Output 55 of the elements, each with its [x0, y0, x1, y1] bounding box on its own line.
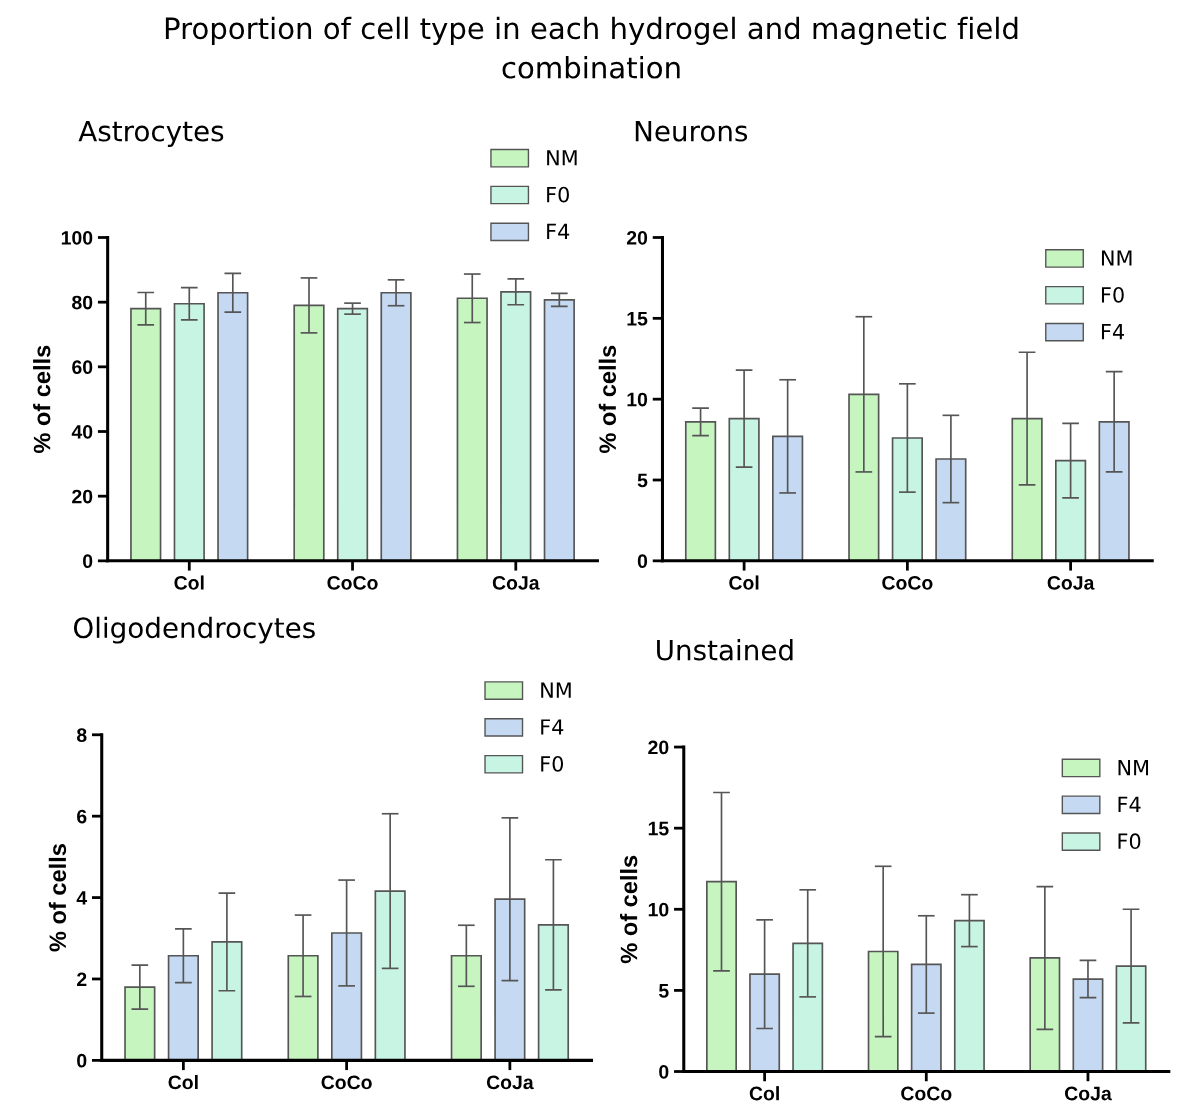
legend-label: NM: [1118, 759, 1149, 776]
chart-title: Oligodendrocytes: [73, 616, 315, 644]
legend-label: F4: [1118, 796, 1141, 812]
x-tick-label: Col: [729, 575, 759, 590]
x-tick-label: CoCo: [882, 575, 933, 590]
x-tick-label: CoCo: [327, 575, 378, 590]
y-tick-label: 10: [648, 902, 669, 917]
chart-title: Unstained: [657, 639, 793, 661]
y-tick-label: 20: [626, 230, 648, 245]
y-tick-label: 0: [637, 554, 648, 569]
legend-label: F4: [547, 223, 570, 240]
y-tick-label: 40: [71, 424, 93, 439]
x-tick-label: CoJa: [1047, 575, 1095, 590]
legend-label: NM: [541, 682, 571, 698]
y-tick-label: 20: [72, 489, 93, 504]
y-axis-title: % of cells: [33, 345, 51, 454]
bar: [336, 307, 369, 561]
y-tick-label: 100: [61, 230, 93, 245]
y-tick-label: 4: [76, 891, 88, 905]
y-tick-label: 10: [627, 392, 648, 407]
y-tick-label: 5: [658, 984, 669, 998]
legend-label: F0: [547, 186, 569, 203]
x-tick-label: CoCo: [901, 1086, 952, 1101]
y-tick-label: 60: [72, 360, 93, 375]
y-tick-label: 80: [72, 295, 93, 310]
y-tick-label: 6: [77, 809, 87, 824]
y-axis-title: % of cells: [48, 844, 67, 952]
legend-label: F0: [1101, 286, 1124, 303]
legend-label: NM: [1101, 250, 1132, 266]
y-tick-label: 2: [77, 972, 87, 987]
y-tick-label: 15: [648, 821, 669, 836]
y-tick-label: 20: [648, 740, 669, 755]
y-tick-label: 8: [76, 728, 87, 743]
y-tick-label: 0: [83, 554, 93, 569]
x-tick-label: Col: [749, 1086, 779, 1101]
legend-label: F0: [541, 755, 564, 772]
legend-label: F4: [541, 719, 564, 735]
x-tick-label: CoJa: [486, 1075, 534, 1090]
y-axis-title: % of cells: [598, 345, 617, 454]
x-tick-label: Col: [174, 575, 204, 590]
y-tick-label: 15: [627, 312, 648, 326]
x-tick-label: Col: [168, 1074, 198, 1090]
y-tick-label: 0: [659, 1064, 669, 1079]
chart-title: Astrocytes: [78, 120, 224, 147]
y-tick-label: 5: [637, 473, 648, 488]
y-tick-label: 0: [77, 1053, 87, 1068]
legend-label: F4: [1101, 324, 1124, 340]
text: Proportion of cell type in each hydrogel and magnetic field combination: [165, 16, 1018, 79]
legend-label: F0: [1118, 833, 1141, 850]
x-tick-label: CoJa: [492, 575, 540, 590]
y-axis-title: % of cells: [620, 855, 638, 964]
x-tick-label: CoJa: [1064, 1086, 1112, 1101]
legend-label: NM: [547, 150, 577, 166]
x-tick-label: CoCo: [321, 1075, 372, 1090]
chart-title: Neurons: [635, 120, 748, 142]
